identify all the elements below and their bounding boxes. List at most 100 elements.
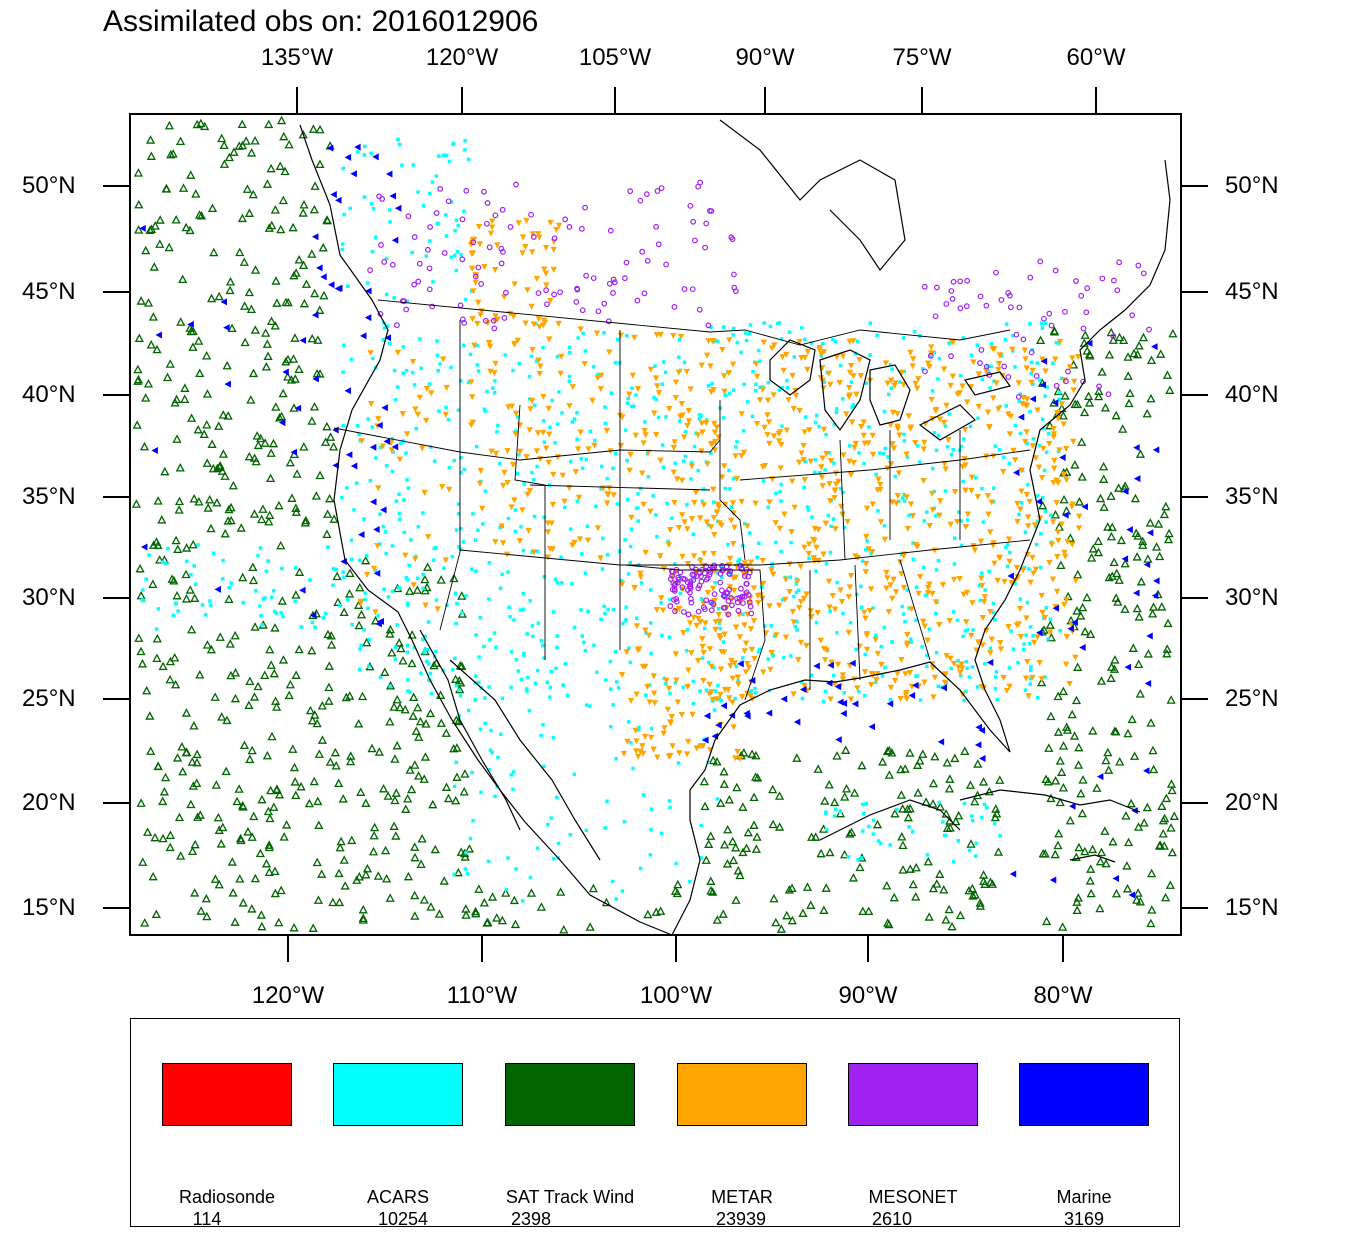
sat-track-wind-marker bbox=[334, 897, 345, 907]
mesonet-marker bbox=[530, 234, 537, 240]
sat-track-wind-marker bbox=[234, 141, 244, 150]
marine-marker bbox=[224, 380, 231, 388]
acars-marker bbox=[1022, 642, 1026, 646]
sat-track-wind-marker bbox=[330, 747, 340, 757]
acars-marker bbox=[1025, 441, 1029, 446]
sat-track-wind-marker bbox=[1077, 437, 1087, 446]
acars-marker bbox=[141, 588, 145, 592]
marine-marker bbox=[851, 700, 859, 708]
left-lat-label: 20°N bbox=[22, 789, 76, 816]
metar-marker bbox=[984, 493, 992, 500]
sat-track-wind-marker bbox=[267, 731, 277, 741]
mesonet-marker bbox=[405, 213, 412, 220]
acars-marker bbox=[602, 604, 606, 609]
metar-marker bbox=[1063, 446, 1070, 453]
metar-marker bbox=[846, 369, 854, 376]
metar-marker bbox=[968, 474, 976, 481]
sat-track-wind-marker bbox=[157, 515, 167, 524]
sat-track-wind-marker bbox=[471, 906, 481, 916]
axis-ticks bbox=[103, 87, 1208, 962]
acars-marker bbox=[882, 409, 887, 414]
acars-marker bbox=[959, 519, 963, 523]
marine-marker bbox=[332, 461, 339, 469]
sat-track-wind-marker bbox=[143, 827, 153, 836]
metar-marker bbox=[516, 422, 524, 429]
acars-marker bbox=[660, 443, 665, 447]
acars-marker bbox=[889, 386, 894, 391]
acars-marker bbox=[545, 680, 550, 685]
acars-marker bbox=[787, 330, 792, 335]
acars-marker bbox=[681, 685, 685, 690]
acars-marker bbox=[555, 422, 560, 426]
acars-marker bbox=[442, 566, 446, 571]
sat-track-wind-marker bbox=[165, 842, 175, 852]
sat-track-wind-marker bbox=[141, 393, 151, 402]
acars-marker bbox=[934, 611, 938, 616]
sat-track-wind-marker bbox=[235, 874, 245, 883]
sat-track-wind-marker bbox=[420, 752, 431, 761]
sat-track-wind-marker bbox=[315, 124, 325, 134]
acars-marker bbox=[723, 593, 728, 598]
metar-marker bbox=[903, 451, 910, 458]
acars-marker bbox=[668, 597, 672, 602]
sat-track-wind-marker bbox=[199, 429, 209, 439]
sat-track-wind-marker bbox=[1136, 576, 1146, 586]
sat-track-wind-marker bbox=[422, 582, 432, 592]
sat-track-wind-marker bbox=[185, 585, 195, 594]
acars-marker bbox=[355, 424, 360, 428]
acars-marker bbox=[678, 591, 683, 596]
sat-track-wind-marker bbox=[298, 208, 308, 217]
metar-marker bbox=[706, 646, 714, 653]
acars-marker bbox=[769, 624, 773, 628]
acars-marker bbox=[378, 512, 382, 516]
acars-marker bbox=[428, 671, 433, 676]
legend-swatch bbox=[848, 1063, 978, 1126]
sat-track-wind-marker bbox=[1059, 494, 1069, 504]
sat-track-wind-marker bbox=[146, 151, 156, 160]
acars-marker bbox=[706, 760, 710, 765]
acars-marker bbox=[731, 476, 736, 481]
metar-marker bbox=[1038, 475, 1046, 482]
metar-marker bbox=[439, 356, 447, 363]
marine-marker bbox=[978, 726, 986, 734]
metar-marker bbox=[778, 441, 785, 448]
acars-marker bbox=[595, 372, 600, 377]
sat-track-wind-marker bbox=[858, 906, 868, 916]
sat-track-wind-marker bbox=[308, 923, 318, 932]
sat-track-wind-marker bbox=[207, 203, 218, 213]
acars-marker bbox=[648, 853, 653, 857]
acars-marker bbox=[728, 487, 732, 491]
sat-track-wind-marker bbox=[1125, 388, 1135, 398]
sat-track-wind-marker bbox=[222, 360, 232, 370]
acars-marker bbox=[388, 684, 393, 689]
acars-marker bbox=[1044, 321, 1048, 326]
mesonet-marker bbox=[482, 317, 489, 324]
right-lat-label: 30°N bbox=[1225, 584, 1279, 611]
acars-marker bbox=[777, 388, 782, 392]
metar-marker bbox=[937, 498, 944, 505]
acars-marker bbox=[707, 660, 711, 665]
metar-marker bbox=[783, 427, 790, 434]
marine-marker bbox=[827, 661, 834, 669]
acars-marker bbox=[1057, 397, 1062, 402]
acars-marker bbox=[376, 614, 380, 618]
sat-track-wind-marker bbox=[966, 839, 976, 848]
metar-marker bbox=[492, 450, 500, 457]
sat-track-wind-marker bbox=[280, 166, 290, 176]
acars-marker bbox=[865, 539, 869, 543]
left-lat-label: 45°N bbox=[22, 278, 76, 305]
mesonet-marker bbox=[697, 570, 703, 576]
acars-marker bbox=[452, 141, 456, 146]
metar-marker bbox=[511, 281, 518, 288]
sat-track-wind-marker bbox=[835, 808, 846, 818]
sat-track-wind-marker bbox=[218, 410, 228, 419]
metar-marker bbox=[526, 487, 534, 494]
acars-marker bbox=[241, 600, 246, 605]
metar-marker bbox=[533, 275, 540, 282]
metar-marker bbox=[688, 463, 696, 470]
metar-marker bbox=[1001, 578, 1008, 585]
acars-marker bbox=[475, 344, 479, 348]
mesonet-marker bbox=[1135, 262, 1142, 269]
metar-marker bbox=[685, 667, 692, 674]
mesonet-marker bbox=[607, 227, 614, 234]
